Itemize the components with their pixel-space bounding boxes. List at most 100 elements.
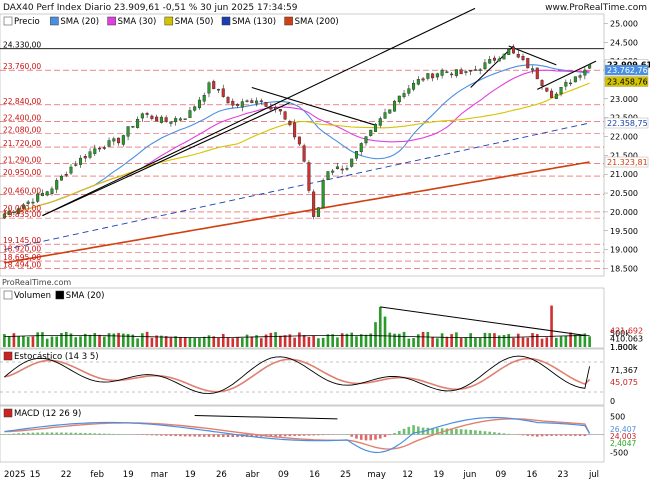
legend-swatch — [221, 16, 231, 26]
site-link[interactable]: www.ProRealTime.com — [545, 3, 647, 13]
macd-histogram-bar — [188, 434, 192, 437]
price-tag — [604, 64, 649, 76]
volume-bar — [26, 336, 30, 347]
volume-bar — [17, 336, 20, 347]
level-label: 18.494,00 — [3, 261, 41, 270]
macd-histogram-bar — [274, 434, 277, 437]
trendline-flag-lower — [470, 45, 514, 88]
volume-bar — [336, 337, 339, 347]
candle — [402, 93, 406, 98]
macd-histogram-bar — [150, 434, 154, 436]
macd-histogram-bar — [535, 434, 539, 437]
volume-bar — [136, 338, 139, 347]
macd-histogram-bar — [355, 434, 358, 439]
macd-histogram-bar — [79, 432, 82, 435]
legend-label: SMA (50) — [175, 17, 214, 27]
volume-bar — [417, 334, 420, 347]
candle — [240, 101, 244, 108]
candle — [550, 90, 554, 98]
macd-histogram-bar — [107, 433, 111, 435]
chart-title: DAX40 Perf Index Diario 23.909,61 -0,51 … — [3, 3, 298, 13]
x-axis-label: 19 — [433, 470, 444, 480]
volume-bar — [102, 336, 106, 347]
candle — [26, 201, 30, 204]
volume-bar — [450, 334, 453, 347]
candle — [183, 118, 187, 120]
macd-histogram-bar — [36, 432, 39, 435]
volume-bar — [7, 336, 11, 347]
candle — [69, 166, 73, 174]
macd-histogram-bar — [445, 428, 449, 435]
volume-bar — [507, 334, 511, 347]
volume-bar — [269, 332, 273, 347]
macd-histogram-bar — [574, 434, 577, 436]
candle — [259, 100, 263, 102]
legend-swatch — [284, 16, 293, 26]
axis-tick-label: 20.500 — [610, 189, 638, 198]
x-axis-label: 12 — [402, 470, 413, 480]
volume-tag: 421.692 — [610, 326, 643, 335]
volume-bar — [445, 336, 449, 347]
candle — [359, 143, 363, 152]
level-label: 20.460,00 — [3, 187, 41, 196]
x-axis-label: feb — [90, 470, 104, 480]
volume-bar — [550, 305, 553, 347]
candle — [488, 59, 492, 64]
candle — [393, 100, 397, 112]
x-axis-label: 09 — [278, 470, 289, 480]
candle — [169, 121, 173, 124]
macd-tag: 26,407 — [610, 425, 636, 434]
level-label: 20.000,00 — [3, 204, 41, 213]
candle — [445, 71, 449, 73]
candle — [21, 204, 25, 209]
level-label: 22.840,00 — [3, 97, 41, 106]
candle — [516, 54, 520, 58]
volume-bar — [317, 338, 320, 347]
volume-bar — [588, 336, 591, 347]
macd-histogram-bar — [207, 434, 211, 437]
candle — [454, 69, 458, 76]
candle — [407, 88, 411, 94]
volume-bar — [407, 338, 411, 347]
level-label: 22.080,00 — [3, 126, 41, 135]
volume-bar — [388, 332, 392, 347]
macd-tag: 2,4047 — [610, 439, 636, 448]
volume-bar — [69, 333, 73, 347]
volume-bar — [245, 334, 249, 347]
candle — [535, 67, 539, 80]
x-axis-label: jun — [462, 470, 476, 480]
volume-bar — [255, 335, 258, 347]
macd-histogram-bar — [221, 434, 225, 437]
volume-bar — [340, 333, 344, 347]
candle — [45, 191, 49, 196]
macd-histogram-bar — [455, 428, 458, 435]
volume-bar — [502, 335, 506, 347]
candle — [155, 116, 159, 122]
candle — [221, 88, 225, 97]
candle — [83, 156, 87, 159]
macd-histogram-bar — [393, 433, 396, 435]
macd-histogram-bar — [578, 434, 582, 436]
volume-bar — [431, 336, 434, 347]
macd-histogram-bar — [74, 432, 78, 435]
volume-bar — [436, 338, 439, 347]
macd-histogram-bar — [250, 434, 254, 437]
volume-bar — [145, 331, 149, 347]
macd-histogram-bar — [102, 433, 106, 435]
macd-histogram-bar — [255, 434, 258, 437]
volume-bar — [326, 334, 330, 347]
candle — [459, 69, 463, 75]
volume-axis-label: 1.000k — [610, 343, 638, 352]
volume-bar — [293, 337, 296, 347]
sma200-line — [4, 161, 590, 264]
volume-bar — [474, 337, 477, 347]
legend-label: Volumen — [14, 291, 51, 301]
macd-histogram-bar — [540, 434, 544, 437]
volume-axis-label: 500k — [610, 329, 630, 338]
candle — [450, 73, 454, 76]
candle — [483, 62, 487, 69]
candle — [369, 129, 373, 136]
volume-bar — [564, 335, 568, 347]
trendline-support — [42, 102, 291, 217]
volume-bar — [402, 331, 406, 347]
